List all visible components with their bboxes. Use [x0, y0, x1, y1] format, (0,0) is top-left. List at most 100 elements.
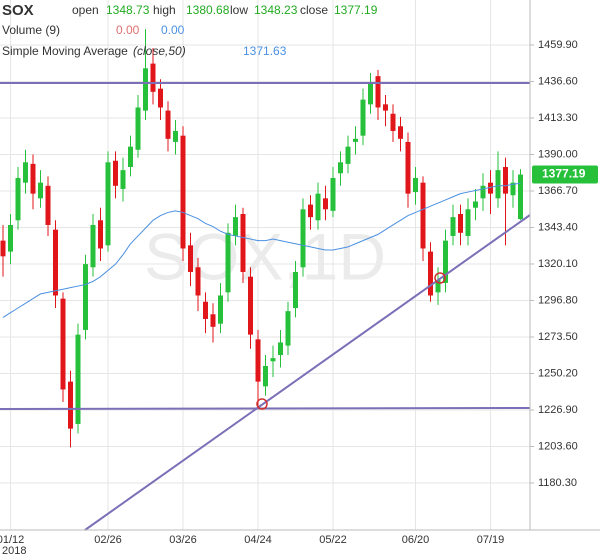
candle-body: [60, 298, 66, 390]
low-value: 1348.23: [254, 3, 298, 17]
candle-body: [375, 76, 381, 108]
candle-body: [233, 217, 238, 236]
candle-body: [188, 245, 193, 272]
x-tick-label: 04/24: [244, 534, 272, 546]
candle-body: [518, 174, 523, 220]
candle-body: [0, 240, 6, 257]
candle-body: [435, 279, 441, 293]
symbol: SOX: [2, 2, 34, 19]
candle-body: [405, 141, 411, 194]
candle-body: [98, 220, 103, 249]
y-tick-label: 1226.90: [538, 404, 578, 416]
candle-body: [465, 209, 471, 236]
candle-body: [143, 68, 148, 111]
candle-body: [323, 198, 328, 210]
candle-body: [90, 224, 96, 268]
candle-body: [503, 167, 508, 194]
candle-body: [345, 146, 351, 164]
y-tick-label: 1203.60: [538, 440, 578, 452]
candle-body: [293, 271, 298, 309]
candle-body: [510, 182, 516, 196]
y-tick-label: 1366.70: [538, 185, 578, 197]
y-tick-label: 1296.80: [538, 294, 578, 306]
candle-body: [180, 135, 186, 249]
grid: [0, 0, 530, 530]
candle-body: [30, 163, 36, 194]
candle-body: [240, 214, 246, 272]
candle-body: [495, 170, 501, 199]
candle-body: [203, 301, 208, 319]
y-tick-label: 1250.20: [538, 367, 578, 379]
low-label: low: [230, 3, 248, 17]
candle-body: [105, 162, 111, 246]
candle-body: [68, 381, 73, 429]
volume-value: 0.00: [161, 23, 185, 37]
y-tick-label: 1320.10: [538, 258, 578, 270]
candle-body: [75, 334, 81, 424]
candle-body: [45, 185, 51, 225]
candle-body: [135, 107, 141, 150]
open-label: open: [72, 3, 99, 17]
candle-body: [150, 63, 156, 92]
high-value: 1380.68: [186, 3, 230, 17]
candle-body: [398, 126, 403, 139]
x-tick-label: 02/26: [94, 534, 122, 546]
candle-body: [315, 193, 321, 221]
y-tick-label: 1413.30: [538, 112, 578, 124]
sma-line: [2, 182, 521, 318]
candle-body: [248, 276, 253, 335]
candle-body: [278, 342, 283, 356]
price-tag: [532, 165, 598, 184]
candle-body: [113, 160, 118, 186]
sma-value: 1371.63: [243, 44, 287, 58]
candle-body: [165, 110, 171, 139]
candle-body: [195, 267, 201, 296]
candle-body: [353, 138, 358, 142]
candle-body: [458, 214, 463, 233]
x-tick-label: 06/20: [402, 534, 430, 546]
candle-body: [38, 182, 43, 199]
axis: 1180.30 1203.60 1226.90 1250.20 1273.50 1296.…: [0, 39, 598, 546]
candle-body: [338, 162, 343, 174]
candle-body: [308, 204, 313, 218]
candle-body: [173, 130, 178, 142]
x-tick-label: 05/22: [319, 534, 347, 546]
candle-body: [285, 311, 291, 346]
volume-label: Volume (9): [2, 23, 60, 37]
candle-body: [383, 104, 388, 111]
candle-body: [8, 224, 13, 252]
sma-params: (close,50): [133, 44, 186, 58]
open-value: 1348.73: [106, 3, 150, 17]
trend-point: [256, 398, 268, 410]
candle-body: [270, 358, 276, 362]
close-label: close: [300, 3, 328, 17]
candle-body: [120, 170, 126, 189]
candle-body: [360, 99, 366, 136]
x-tick-label: 07/19: [477, 534, 505, 546]
high-label: high: [153, 3, 176, 17]
candle-body: [158, 88, 163, 108]
y-tick-label: 1343.40: [538, 221, 578, 233]
candle-body: [390, 113, 396, 131]
x-tick-label: 01/12: [0, 534, 24, 546]
candle-body: [473, 201, 478, 208]
candle-body: [23, 162, 28, 183]
trend-line: [84, 214, 531, 531]
candle-body: [255, 339, 261, 382]
candle-body: [53, 229, 58, 296]
x-tick-label: 03/26: [169, 534, 197, 546]
candle-body: [488, 182, 493, 194]
y-tick-label: 1390.00: [538, 148, 578, 160]
volume-value: 0.00: [116, 23, 140, 37]
watermark: SOX,1D: [144, 219, 386, 293]
candle-body: [15, 177, 21, 221]
candle-body: [413, 177, 418, 193]
sma-label: Simple Moving Average: [2, 44, 128, 58]
candle-body: [480, 185, 486, 199]
marks: [0, 29, 523, 448]
candle-body: [83, 264, 88, 330]
candle-body: [330, 177, 336, 211]
trend-point: [434, 272, 446, 284]
candle-body: [443, 240, 448, 283]
candle-body: [210, 314, 216, 327]
